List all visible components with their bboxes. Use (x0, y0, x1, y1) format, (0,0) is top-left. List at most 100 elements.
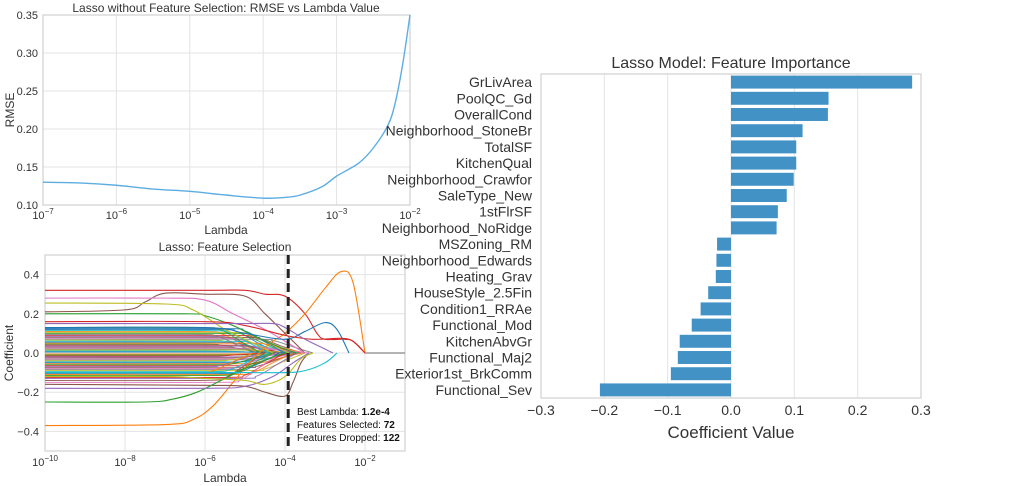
x-tick-label: 10−5 (179, 207, 201, 222)
bar (691, 318, 731, 332)
bar (716, 253, 731, 267)
importance-chart-title: Lasso Model: Feature Importance (611, 55, 850, 72)
category-label: KitchenQual (456, 155, 532, 171)
coefficient-path (45, 270, 366, 427)
coefficient-path (45, 352, 274, 366)
coefficient-path (45, 329, 270, 354)
bar (677, 351, 731, 364)
importance-x-axis-label: Coefficient Value (668, 423, 795, 442)
y-tick-label: 0.35 (17, 10, 38, 22)
coefficient-path (45, 344, 286, 354)
coef-y-axis-label: Coefficient (2, 324, 16, 381)
coefficient-path (45, 297, 306, 354)
category-label: Condition1_RRAe (420, 301, 532, 317)
bar (731, 124, 803, 138)
bar (731, 205, 778, 219)
bar (670, 367, 731, 381)
coefficient-path (45, 352, 286, 379)
x-tick-label: 10−6 (194, 454, 216, 469)
category-label: PoolQC_Gd (457, 90, 532, 106)
coefficient-path (45, 302, 274, 354)
bar (599, 383, 731, 397)
coefficient-path (45, 352, 266, 357)
coefficient-path (45, 289, 366, 354)
category-label: TotalSF (485, 139, 532, 155)
rmse-y-axis-label: RMSE (3, 93, 17, 128)
y-tick-label: 0.2 (24, 309, 39, 321)
bar (731, 221, 777, 235)
rmse-x-axis-label: Lambda (204, 223, 248, 237)
category-label: Neighborhood_StoneBr (386, 123, 533, 139)
x-tick-label: 0.1 (785, 402, 805, 418)
bar (731, 75, 913, 89)
x-tick-label: 10−4 (274, 454, 296, 469)
category-label: Neighborhood_Crawfor (387, 171, 532, 187)
category-label: Neighborhood_Edwards (382, 252, 532, 268)
category-label: MSZoning_RM (439, 236, 532, 252)
category-label: SaleType_New (438, 188, 533, 204)
category-label: OverallCond (454, 107, 532, 123)
x-tick-label: 10−2 (354, 454, 376, 469)
coefficient-path (45, 352, 338, 374)
coefficient-path (45, 342, 306, 354)
x-tick-label: 10−4 (253, 207, 275, 222)
coefficient-path (45, 352, 314, 385)
y-tick-label: 0.20 (17, 124, 38, 136)
coefficient-path (45, 352, 298, 369)
coefficient-path (45, 332, 286, 354)
category-label: Functional_Maj2 (429, 350, 532, 366)
category-label: KitchenAbvGr (446, 333, 533, 349)
coefficient-path (45, 352, 298, 380)
y-tick-label: 0.10 (17, 200, 38, 212)
coefficient-path (45, 352, 274, 377)
category-label: Functional_Mod (432, 317, 532, 333)
x-tick-label: 0.0 (721, 402, 741, 418)
feature-selection-chart: 10−10 10−8 10−6 10−4 10−2 0.4 0.2 0.0 −0.2 −0.4 B… (2, 240, 406, 485)
x-tick-label: 10−3 (326, 207, 348, 222)
x-tick-label: 10−6 (106, 207, 128, 222)
feature-importance-chart: −0.3 −0.2 −0.1 0.0 0.1 0.2 0.3 GrLivAreaPoolQC_… (382, 55, 931, 442)
coefficient-path (45, 352, 310, 398)
bar (731, 91, 829, 105)
category-label: Heating_Grav (446, 269, 532, 285)
x-tick-label: −0.1 (654, 402, 682, 418)
y-tick-label: −0.2 (17, 387, 39, 399)
annotation-line: Features Selected: 72 (297, 420, 395, 431)
coef-x-axis-label: Lambda (203, 471, 247, 485)
coefficient-path (45, 313, 298, 354)
coefficient-path (45, 292, 306, 354)
y-tick-label: 0.25 (17, 86, 38, 98)
coefficient-path (45, 352, 270, 373)
coefficient-path (45, 352, 262, 368)
bar (731, 172, 794, 186)
bar (715, 270, 731, 283)
y-tick-label: 0.15 (17, 162, 38, 174)
bar (679, 334, 731, 348)
x-tick-label: 10−10 (32, 454, 58, 469)
bar (700, 302, 731, 316)
coefficient-path (45, 352, 282, 384)
rmse-vs-lambda-chart: 10−7 10−6 10−5 10−4 10−3 10−2 0.10 0.15 0.20 0.25… (3, 1, 421, 237)
bar (717, 237, 731, 251)
x-tick-label: −0.2 (591, 402, 619, 418)
bar (731, 189, 787, 202)
x-tick-label: −0.3 (527, 402, 555, 418)
x-tick-label: 10−7 (32, 207, 54, 222)
coefficient-path (45, 352, 286, 403)
coefficient-path (45, 333, 258, 354)
y-tick-label: 0.30 (17, 48, 38, 60)
category-label: Exterior1st_BrkComm (395, 366, 532, 382)
category-label: HouseStyle_2.5Fin (414, 285, 532, 301)
feature-selection-title: Lasso: Feature Selection (159, 240, 292, 254)
coefficient-path (45, 320, 366, 354)
coefficient-path (45, 322, 334, 354)
annotation-line: Best Lambda: 1.2e-4 (297, 407, 390, 418)
annotation-line: Features Dropped: 122 (297, 433, 400, 444)
y-tick-label: 0.4 (24, 270, 39, 282)
bar (731, 140, 797, 154)
x-tick-label: 10−2 (399, 207, 421, 222)
y-tick-label: 0.0 (24, 348, 39, 360)
category-label: GrLivArea (469, 74, 532, 90)
rmse-plot-frame (42, 14, 411, 206)
